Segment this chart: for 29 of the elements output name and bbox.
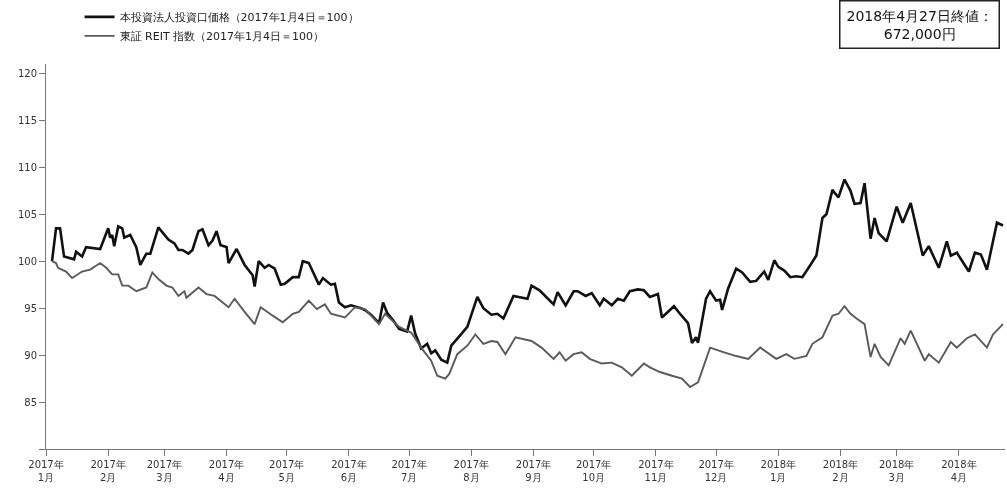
- x-tick-label: 2017年 8月: [453, 459, 490, 483]
- x-tick-label: 2017年 6月: [331, 459, 367, 483]
- x-tick-label: 2017年 2月: [90, 459, 126, 483]
- y-tick-label: 85: [24, 396, 37, 408]
- x-tick-label: 2017年 7月: [391, 459, 427, 483]
- x-tick-label: 2017年 11月: [638, 459, 674, 483]
- x-tick-label: 2018年 1月: [760, 459, 797, 483]
- y-tick-label: 120: [17, 67, 37, 79]
- y-tick-label: 105: [17, 208, 37, 220]
- y-tick-label: 115: [17, 114, 37, 126]
- x-tick-label: 2017年 12月: [698, 459, 734, 483]
- x-tick-label: 2017年 1月: [28, 459, 64, 483]
- x-tick-label: 2018年 2月: [822, 459, 859, 483]
- x-tick-label: 2017年 4月: [208, 459, 245, 483]
- line-series: [50, 178, 1005, 364]
- x-tick-label: 2018年 3月: [878, 459, 915, 483]
- y-tick-label: 110: [17, 161, 37, 173]
- y-tick-label: 90: [24, 349, 37, 361]
- text: 2018年4月27日終値： 672,000円: [846, 7, 993, 42]
- x-tick-label: 2017年 3月: [146, 459, 183, 483]
- legend-label: 本投資法人投資口価格（2017年1月4日＝100）: [119, 11, 359, 25]
- x-tick-label: 2017年 5月: [269, 459, 305, 483]
- x-tick-label: 2018年 4月: [941, 459, 977, 483]
- x-tick-label: 2017年 9月: [515, 459, 552, 483]
- line-series: [51, 260, 1004, 388]
- legend-label: 東証 REIT 指数（2017年1月4日＝100）: [119, 30, 325, 44]
- x-tick-label: 2017年 10月: [575, 459, 612, 483]
- y-tick-label: 100: [17, 255, 37, 267]
- y-tick-label: 95: [24, 302, 37, 314]
